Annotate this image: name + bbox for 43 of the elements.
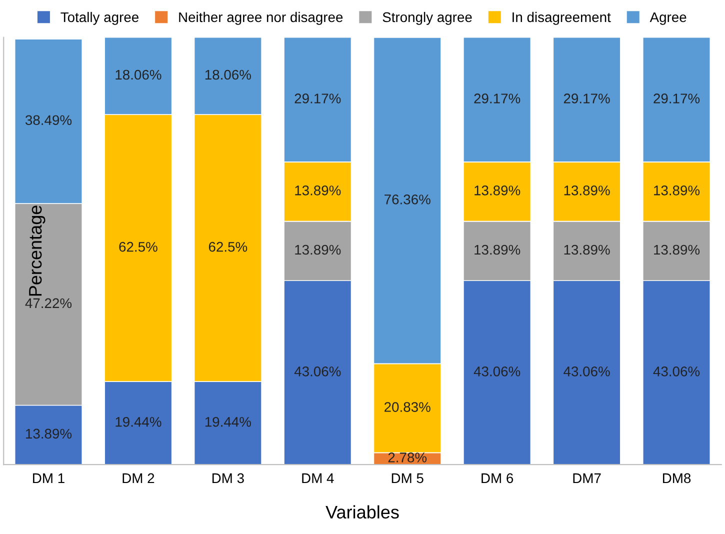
data-label: 19.44% <box>205 416 251 427</box>
data-label: 18.06% <box>205 70 251 80</box>
data-label: 18.06% <box>116 70 162 80</box>
data-label: 29.17% <box>294 94 341 104</box>
data-label: 13.89% <box>474 186 520 196</box>
data-label: 13.89% <box>295 186 341 196</box>
x-tick-label: DM 2 <box>122 473 154 483</box>
data-label: 29.17% <box>474 94 520 104</box>
data-label: 13.89% <box>26 428 72 439</box>
legend-label: Neither agree nor disagree <box>179 12 343 25</box>
data-label: 13.89% <box>654 244 700 255</box>
legend-label: Totally agree <box>60 12 138 25</box>
x-tick-label: DM7 <box>573 473 601 483</box>
data-label: 13.89% <box>654 186 700 196</box>
x-tick-label: DM 6 <box>482 473 514 484</box>
data-label: 13.89% <box>295 244 341 255</box>
data-label: 13.89% <box>564 244 610 255</box>
data-label: 19.44% <box>116 416 162 427</box>
x-tick-label: DM8 <box>662 473 691 484</box>
data-label: 29.17% <box>564 94 610 104</box>
data-label: 62.5% <box>119 242 158 252</box>
x-tick-label: DM 3 <box>212 473 244 484</box>
x-tick-label: DM 5 <box>392 473 424 484</box>
legend-label: Agree <box>650 12 686 25</box>
data-label: 76.36% <box>384 194 430 204</box>
legend-label: Strongly agree <box>382 12 472 25</box>
data-label: 47.22% <box>25 298 72 308</box>
data-label: 29.17% <box>654 94 700 104</box>
x-axis-title: Variables <box>326 505 399 519</box>
y-axis-title: Percentage <box>29 206 46 296</box>
x-tick-label: DM 4 <box>302 473 334 483</box>
data-label: 43.06% <box>474 366 520 376</box>
x-tick-label: DM 1 <box>33 473 64 483</box>
data-label: 38.49% <box>25 115 72 126</box>
data-label: 43.06% <box>294 366 341 376</box>
legend-label: In disagreement <box>512 12 611 25</box>
data-label: 13.89% <box>474 244 520 255</box>
data-label: 62.5% <box>208 242 248 252</box>
data-label: 2.78% <box>388 452 427 462</box>
data-label: 20.83% <box>384 402 430 412</box>
data-label: 43.06% <box>653 366 700 376</box>
data-label: 13.89% <box>564 186 610 196</box>
data-label: 43.06% <box>564 366 610 376</box>
